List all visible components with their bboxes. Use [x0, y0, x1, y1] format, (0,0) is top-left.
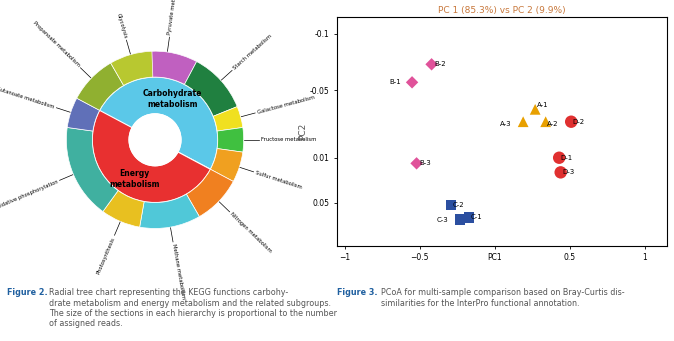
Point	[455, 217, 466, 222]
Text: Figure 3.: Figure 3.	[337, 288, 380, 297]
Point	[406, 79, 417, 85]
Wedge shape	[187, 169, 233, 217]
Wedge shape	[67, 98, 100, 131]
Text: Photosynthesis: Photosynthesis	[96, 236, 116, 275]
Wedge shape	[111, 51, 153, 86]
Point	[464, 214, 474, 220]
Text: Fructose metabolism: Fructose metabolism	[261, 137, 316, 142]
Text: Oxidative phosphorylation: Oxidative phosphorylation	[0, 179, 59, 211]
Point	[446, 202, 456, 208]
Text: Energy
metabolism: Energy metabolism	[109, 169, 160, 189]
Circle shape	[129, 114, 181, 166]
Text: A-1: A-1	[537, 102, 548, 108]
Wedge shape	[103, 191, 144, 227]
Text: Radial tree chart representing the KEGG functions carbohy-
drate metabolism and : Radial tree chart representing the KEGG …	[49, 288, 337, 328]
Y-axis label: PC2: PC2	[298, 123, 307, 140]
Text: Galactose metabolism: Galactose metabolism	[257, 95, 315, 115]
Wedge shape	[210, 149, 243, 181]
Text: B-2: B-2	[435, 61, 446, 67]
Text: Figure 2.: Figure 2.	[7, 288, 50, 297]
Text: Nitrogen metabolism: Nitrogen metabolism	[229, 211, 273, 254]
Text: Pyruvate metabolism: Pyruvate metabolism	[167, 0, 180, 35]
Point	[426, 62, 437, 67]
Point	[555, 169, 566, 175]
Text: Carbohydrate
metabolism: Carbohydrate metabolism	[143, 89, 202, 109]
Wedge shape	[66, 128, 118, 211]
Text: D-2: D-2	[573, 119, 585, 125]
Wedge shape	[217, 128, 244, 152]
Text: A-2: A-2	[547, 121, 559, 127]
Text: Starch metabolism: Starch metabolism	[232, 34, 272, 71]
Wedge shape	[137, 51, 197, 85]
Title: PC 1 (85.3%) vs PC 2 (9.9%): PC 1 (85.3%) vs PC 2 (9.9%)	[438, 6, 566, 15]
Text: A-3: A-3	[500, 121, 512, 127]
Wedge shape	[140, 194, 200, 228]
Wedge shape	[213, 107, 243, 131]
Text: Butanoate metabolism: Butanoate metabolism	[0, 86, 55, 109]
Text: C-2: C-2	[453, 202, 464, 208]
Text: Propanoate metabolism: Propanoate metabolism	[32, 21, 81, 68]
Text: Glycolysis: Glycolysis	[116, 12, 128, 39]
Text: C-1: C-1	[470, 214, 483, 220]
Text: Sulfur metabolism: Sulfur metabolism	[255, 170, 303, 190]
Point	[554, 155, 565, 161]
Text: C-3: C-3	[437, 217, 449, 223]
Text: Methane metabolism: Methane metabolism	[171, 243, 185, 300]
Text: B-1: B-1	[389, 79, 401, 85]
Text: D-1: D-1	[561, 155, 573, 161]
Wedge shape	[77, 63, 123, 110]
Text: PCoA for multi-sample comparison based on Bray-Curtis dis-
similarities for the : PCoA for multi-sample comparison based o…	[381, 288, 624, 308]
Point	[518, 119, 528, 124]
Text: D-3: D-3	[562, 169, 574, 175]
Point	[541, 119, 551, 124]
Wedge shape	[92, 110, 210, 203]
Wedge shape	[95, 77, 218, 169]
Point	[565, 119, 576, 124]
Text: B-3: B-3	[419, 160, 431, 166]
Point	[530, 107, 541, 112]
Wedge shape	[185, 61, 237, 116]
Point	[411, 161, 422, 166]
